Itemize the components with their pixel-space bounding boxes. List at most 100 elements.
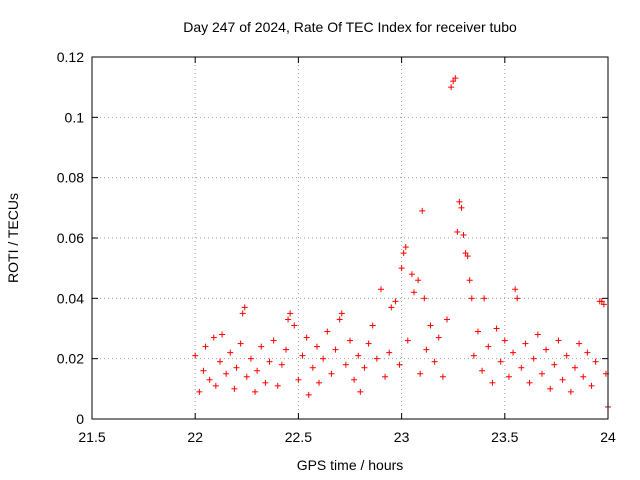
data-point — [427, 322, 434, 329]
data-point — [410, 289, 417, 296]
data-point — [200, 367, 207, 374]
y-tick-label: 0.02 — [57, 351, 84, 367]
data-point — [396, 361, 403, 368]
data-point — [431, 358, 438, 365]
data-point — [285, 316, 292, 323]
data-point — [373, 355, 380, 362]
data-point — [555, 337, 562, 344]
data-point — [243, 373, 250, 380]
y-tick-label: 0.06 — [57, 230, 84, 246]
data-point — [423, 346, 430, 353]
data-point — [400, 250, 407, 257]
data-point — [510, 349, 517, 356]
data-point — [313, 343, 320, 350]
data-point — [347, 337, 353, 344]
data-point — [266, 358, 273, 365]
plot-frame — [91, 56, 609, 420]
data-point — [559, 376, 566, 383]
data-point — [448, 84, 455, 91]
x-axis-label: GPS time / hours — [297, 457, 404, 473]
data-point — [571, 364, 578, 371]
data-point — [283, 346, 290, 353]
data-point — [419, 207, 426, 214]
data-point — [309, 364, 316, 371]
y-tick-label: 0.12 — [57, 49, 84, 65]
data-point — [398, 265, 405, 272]
data-point — [212, 382, 219, 389]
data-point — [231, 385, 238, 392]
data-point — [458, 204, 465, 211]
data-point — [392, 298, 399, 305]
data-point — [351, 376, 358, 383]
data-point — [547, 385, 554, 392]
data-point — [210, 334, 217, 341]
data-point — [576, 340, 583, 347]
axis-ticks: 21.5 22 22.5 23 23.5 24 0 0.02 0.04 0.06 0.08 0.1 0.… — [57, 49, 616, 445]
data-point — [361, 364, 368, 371]
x-tick-label: 23 — [394, 429, 410, 445]
data-point — [600, 301, 607, 308]
data-point — [239, 310, 246, 317]
data-point — [481, 295, 488, 302]
data-point — [497, 358, 504, 365]
data-point — [196, 388, 203, 395]
data-point — [454, 228, 461, 235]
data-point — [270, 337, 277, 344]
data-point — [567, 388, 574, 395]
data-point — [530, 355, 537, 362]
data-point — [514, 295, 521, 302]
data-point — [462, 250, 469, 257]
data-point — [456, 198, 463, 205]
data-point — [252, 388, 259, 395]
data-point — [357, 388, 364, 395]
data-point — [328, 370, 335, 377]
data-point — [518, 364, 525, 371]
chart-title: Day 247 of 2024, Rate Of TEC Index for r… — [183, 19, 517, 35]
data-point — [551, 361, 558, 368]
data-point — [505, 373, 512, 380]
data-point — [592, 358, 599, 365]
data-point — [479, 367, 486, 374]
data-point — [435, 334, 442, 341]
data-point — [342, 361, 349, 368]
data-point — [227, 349, 234, 356]
data-point — [223, 370, 230, 377]
data-point — [512, 286, 519, 293]
data-point — [316, 379, 323, 386]
data-point — [538, 370, 545, 377]
data-point — [202, 343, 209, 350]
data-point — [474, 328, 481, 335]
data-point — [324, 328, 331, 335]
data-point — [526, 379, 533, 386]
data-point — [305, 391, 312, 398]
y-axis-label: ROTI / TECUs — [5, 193, 21, 283]
data-point — [450, 78, 457, 85]
data-point — [588, 382, 595, 389]
data-point — [584, 349, 591, 356]
x-tick-label: 23.5 — [491, 429, 518, 445]
data-point — [408, 271, 415, 278]
data-point — [501, 337, 508, 344]
data-point — [338, 310, 345, 317]
data-point — [460, 231, 467, 238]
data-point — [382, 373, 389, 380]
data-point — [278, 361, 285, 368]
data-point — [365, 340, 372, 347]
data-point — [241, 304, 248, 311]
data-point — [452, 75, 459, 82]
data-point — [580, 373, 587, 380]
data-point — [355, 352, 362, 359]
data-point — [543, 346, 550, 353]
x-tick-label: 24 — [600, 429, 616, 445]
data-point — [219, 331, 226, 338]
x-tick-label: 22.5 — [285, 429, 312, 445]
data-point — [415, 277, 422, 284]
data-point — [291, 322, 298, 329]
data-point — [369, 322, 376, 329]
data-point — [254, 367, 261, 374]
data-point — [444, 316, 451, 323]
data-point — [388, 304, 395, 311]
data-point — [216, 358, 223, 365]
data-point — [534, 331, 541, 338]
